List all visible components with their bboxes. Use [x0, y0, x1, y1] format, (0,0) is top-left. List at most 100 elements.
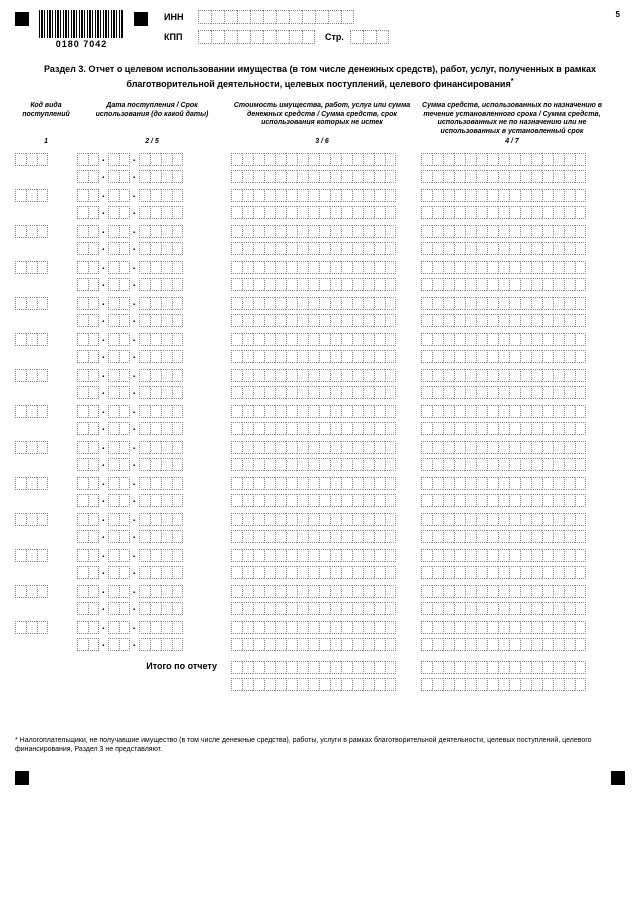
amount-6[interactable] [231, 422, 396, 435]
date-deadline[interactable]: .. [77, 458, 227, 471]
date-deadline[interactable]: .. [77, 530, 227, 543]
amount-4[interactable] [421, 369, 586, 382]
total-3a[interactable] [231, 661, 396, 674]
amount-7[interactable] [421, 602, 586, 615]
amount-6[interactable] [231, 530, 396, 543]
amount-6[interactable] [231, 350, 396, 363]
date-received[interactable]: .. [77, 261, 227, 274]
amount-6[interactable] [231, 242, 396, 255]
amount-4[interactable] [421, 189, 586, 202]
amount-7[interactable] [421, 170, 586, 183]
date-deadline[interactable]: .. [77, 206, 227, 219]
amount-7[interactable] [421, 242, 586, 255]
date-received[interactable]: .. [77, 441, 227, 454]
amount-4[interactable] [421, 477, 586, 490]
code-field[interactable] [15, 333, 48, 346]
date-received[interactable]: .. [77, 549, 227, 562]
amount-6[interactable] [231, 314, 396, 327]
amount-7[interactable] [421, 278, 586, 291]
date-received[interactable]: .. [77, 153, 227, 166]
kpp-cells[interactable] [198, 30, 315, 44]
date-deadline[interactable]: .. [77, 602, 227, 615]
amount-3[interactable] [231, 261, 396, 274]
amount-6[interactable] [231, 602, 396, 615]
amount-7[interactable] [421, 314, 586, 327]
amount-3[interactable] [231, 333, 396, 346]
amount-3[interactable] [231, 549, 396, 562]
date-received[interactable]: .. [77, 621, 227, 634]
amount-7[interactable] [421, 458, 586, 471]
amount-6[interactable] [231, 458, 396, 471]
inn-cells[interactable] [198, 10, 354, 24]
amount-7[interactable] [421, 206, 586, 219]
amount-4[interactable] [421, 405, 586, 418]
amount-7[interactable] [421, 638, 586, 651]
code-field[interactable] [15, 441, 48, 454]
amount-6[interactable] [231, 206, 396, 219]
date-deadline[interactable]: .. [77, 638, 227, 651]
code-field[interactable] [15, 189, 48, 202]
amount-4[interactable] [421, 513, 586, 526]
amount-6[interactable] [231, 566, 396, 579]
amount-7[interactable] [421, 530, 586, 543]
amount-3[interactable] [231, 297, 396, 310]
amount-3[interactable] [231, 621, 396, 634]
date-deadline[interactable]: .. [77, 170, 227, 183]
date-received[interactable]: .. [77, 585, 227, 598]
total-3b[interactable] [231, 678, 396, 691]
date-received[interactable]: .. [77, 405, 227, 418]
amount-3[interactable] [231, 477, 396, 490]
amount-3[interactable] [231, 189, 396, 202]
amount-6[interactable] [231, 638, 396, 651]
amount-3[interactable] [231, 513, 396, 526]
date-deadline[interactable]: .. [77, 350, 227, 363]
amount-7[interactable] [421, 494, 586, 507]
date-received[interactable]: .. [77, 477, 227, 490]
date-received[interactable]: .. [77, 189, 227, 202]
amount-7[interactable] [421, 350, 586, 363]
amount-4[interactable] [421, 225, 586, 238]
amount-7[interactable] [421, 386, 586, 399]
code-field[interactable] [15, 297, 48, 310]
code-field[interactable] [15, 369, 48, 382]
date-deadline[interactable]: .. [77, 422, 227, 435]
amount-6[interactable] [231, 386, 396, 399]
code-field[interactable] [15, 225, 48, 238]
str-cells[interactable] [350, 30, 389, 44]
date-received[interactable]: .. [77, 297, 227, 310]
amount-4[interactable] [421, 261, 586, 274]
amount-3[interactable] [231, 441, 396, 454]
amount-3[interactable] [231, 585, 396, 598]
total-4b[interactable] [421, 678, 586, 691]
code-field[interactable] [15, 153, 48, 166]
total-4a[interactable] [421, 661, 586, 674]
date-deadline[interactable]: .. [77, 566, 227, 579]
amount-3[interactable] [231, 153, 396, 166]
code-field[interactable] [15, 585, 48, 598]
date-deadline[interactable]: .. [77, 314, 227, 327]
date-received[interactable]: .. [77, 369, 227, 382]
code-field[interactable] [15, 477, 48, 490]
amount-3[interactable] [231, 225, 396, 238]
amount-4[interactable] [421, 621, 586, 634]
date-received[interactable]: .. [77, 513, 227, 526]
amount-4[interactable] [421, 549, 586, 562]
code-field[interactable] [15, 261, 48, 274]
date-deadline[interactable]: .. [77, 278, 227, 291]
date-deadline[interactable]: .. [77, 242, 227, 255]
date-deadline[interactable]: .. [77, 386, 227, 399]
amount-6[interactable] [231, 170, 396, 183]
code-field[interactable] [15, 513, 48, 526]
code-field[interactable] [15, 405, 48, 418]
code-field[interactable] [15, 621, 48, 634]
amount-6[interactable] [231, 494, 396, 507]
amount-7[interactable] [421, 422, 586, 435]
amount-6[interactable] [231, 278, 396, 291]
amount-4[interactable] [421, 333, 586, 346]
amount-3[interactable] [231, 369, 396, 382]
amount-3[interactable] [231, 405, 396, 418]
amount-4[interactable] [421, 153, 586, 166]
amount-4[interactable] [421, 585, 586, 598]
amount-4[interactable] [421, 297, 586, 310]
amount-4[interactable] [421, 441, 586, 454]
